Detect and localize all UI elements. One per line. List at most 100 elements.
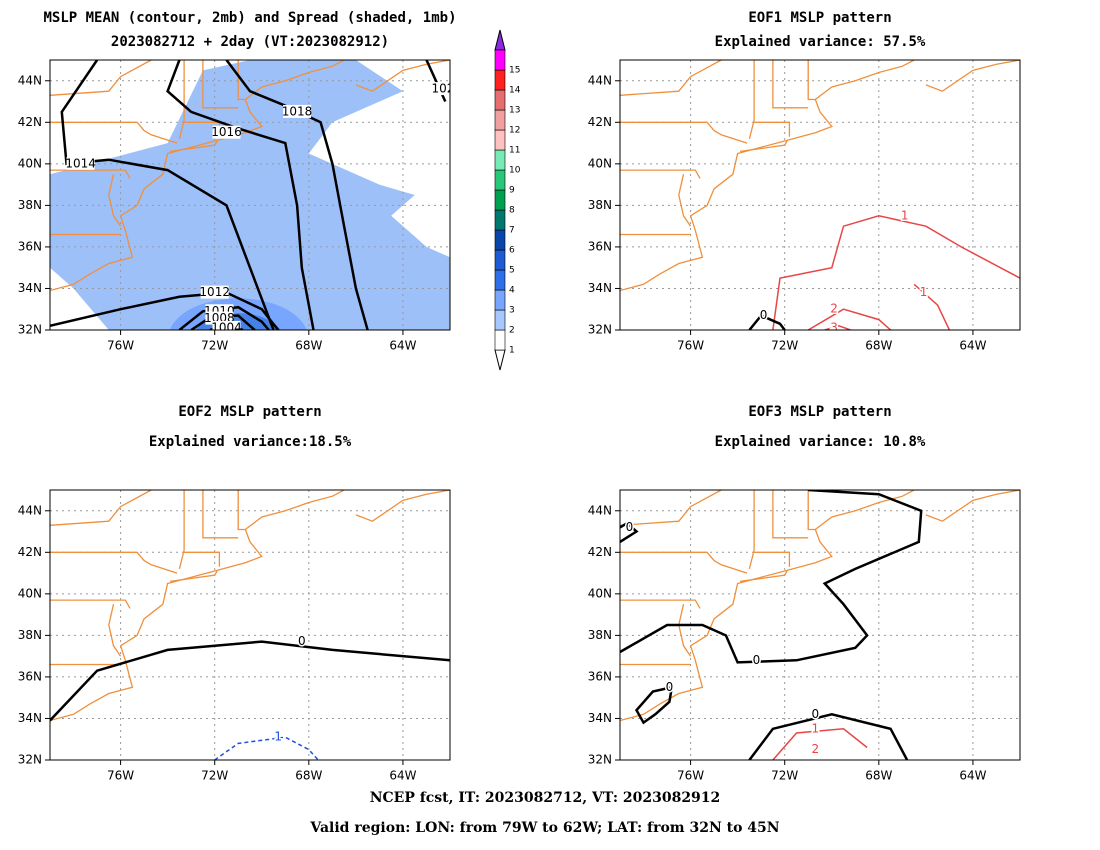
contour-label-bg [212, 320, 241, 330]
map-frame [49, 489, 451, 761]
contour-line [634, 685, 674, 725]
contour-label: 0 [753, 653, 761, 667]
lon-label: 68W [295, 339, 322, 353]
lat-label: 42N [588, 545, 612, 559]
coastline [50, 599, 131, 609]
lon-label: 76W [677, 769, 704, 783]
colorbar-label: 13 [509, 106, 520, 116]
coastline [754, 551, 791, 567]
colorbar-label: 7 [509, 226, 515, 236]
colorbar-label: 3 [509, 306, 515, 316]
colorbar-label: 6 [509, 246, 515, 256]
colorbar-label: 15 [509, 66, 520, 76]
contour-line [225, 60, 369, 330]
coastline [50, 169, 131, 179]
footer-text: NCEP fcst, IT: 2023082712, VT: 202308291… [370, 790, 721, 806]
colorbar-label: 10 [509, 166, 521, 176]
coastline [50, 60, 152, 96]
lat-label: 42N [18, 545, 42, 559]
colorbar-box [494, 289, 506, 311]
lat-label: 42N [588, 115, 612, 129]
lon-label: 68W [865, 769, 892, 783]
contour-line [620, 490, 923, 664]
lon-label: 76W [677, 339, 704, 353]
lat-label: 32N [588, 323, 612, 337]
coastline [178, 490, 185, 570]
lat-label: 40N [18, 586, 42, 600]
lon-label: 68W [865, 339, 892, 353]
coastline [169, 570, 218, 583]
lat-label: 32N [18, 323, 42, 337]
colorbar-label: 11 [509, 146, 520, 156]
coastline [807, 60, 816, 101]
map-content: 1 1 2 3 0 [620, 60, 1020, 330]
colorbar-label: 5 [509, 266, 515, 276]
lat-label: 40N [588, 586, 612, 600]
colorbar-box [494, 209, 506, 231]
contour-label: 102 [431, 82, 454, 96]
colorbar-box [494, 49, 506, 71]
contour-line [772, 215, 1020, 330]
coastline [620, 60, 722, 96]
lon-label: 64W [389, 769, 416, 783]
panel-title: 2023082712 + 2day (VT:2023082912) [111, 34, 389, 50]
colorbar-label: 2 [509, 326, 515, 336]
coastline [50, 490, 345, 722]
lon-label: 64W [959, 339, 986, 353]
contour-label: 0 [760, 308, 768, 322]
colorbar-label: 4 [509, 286, 515, 296]
lat-label: 34N [18, 711, 42, 725]
lon-label: 64W [389, 339, 416, 353]
lat-label: 44N [18, 73, 42, 87]
coastline [772, 60, 809, 109]
lon-label: 72W [771, 769, 798, 783]
lon-label: 72W [771, 339, 798, 353]
lat-label: 36N [588, 239, 612, 253]
map-frame [49, 59, 451, 331]
contour-label: 1 [811, 721, 819, 735]
panel-title: Explained variance:18.5% [149, 434, 352, 450]
colorbar-box [494, 269, 506, 291]
lon-label: 76W [107, 339, 134, 353]
contour-line [60, 60, 275, 330]
contour-line [772, 728, 868, 760]
coastline [620, 121, 748, 144]
lon-label: 76W [107, 769, 134, 783]
lon-label: 72W [201, 769, 228, 783]
colorbar-label: 12 [509, 126, 520, 136]
lat-label: 36N [588, 669, 612, 683]
lat-label: 44N [588, 73, 612, 87]
lat-label: 44N [18, 503, 42, 517]
coastline [678, 604, 692, 657]
colorbar-box [494, 149, 506, 171]
coastline [237, 490, 246, 531]
lat-label: 38N [588, 628, 612, 642]
coastline [355, 490, 450, 522]
lat-label: 38N [18, 628, 42, 642]
contour-label: 1004 [211, 320, 242, 334]
lat-label: 40N [18, 156, 42, 170]
contour-line [50, 640, 450, 722]
colorbar-box [494, 169, 506, 191]
coastline [772, 490, 809, 539]
coastline [748, 490, 755, 570]
contour-label: 1 [274, 730, 282, 744]
contour-label: 1 [920, 285, 928, 299]
contour-label: 1014 [65, 156, 96, 170]
coastline [754, 121, 791, 137]
coastline [739, 570, 788, 583]
contour-label: 1012 [199, 285, 230, 299]
colorbar-box [494, 189, 506, 211]
coastline [620, 551, 748, 574]
lat-label: 40N [588, 156, 612, 170]
map-frame [619, 489, 1021, 761]
contour-line [166, 60, 315, 330]
coastline [237, 60, 246, 101]
panel-title: EOF1 MSLP pattern [748, 10, 891, 26]
colorbar-label: 14 [509, 86, 521, 96]
lat-label: 34N [18, 281, 42, 295]
contour-label: 0 [811, 707, 819, 721]
